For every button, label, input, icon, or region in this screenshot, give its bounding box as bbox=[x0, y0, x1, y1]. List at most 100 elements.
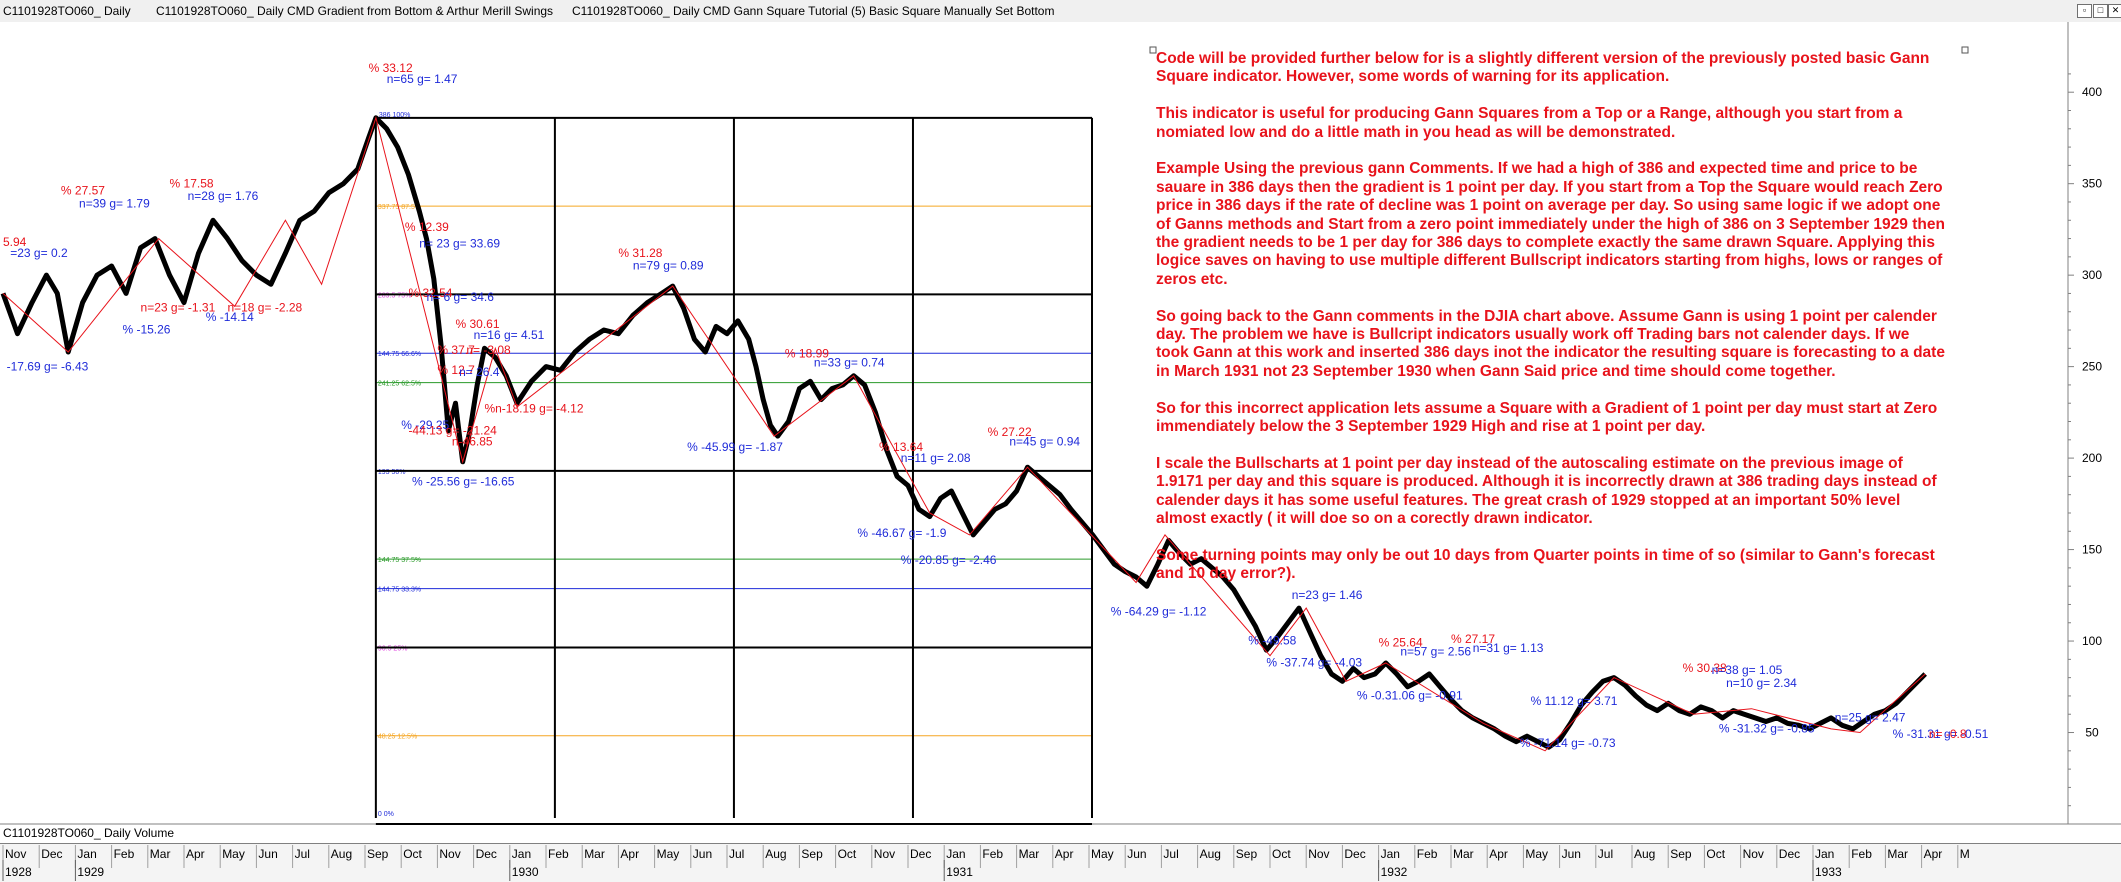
annotation-paragraph: This indicator is useful for producing G… bbox=[1156, 105, 1903, 141]
minimize-button[interactable]: ▫ bbox=[2077, 4, 2092, 18]
swing-label: % 27.22 bbox=[988, 425, 1032, 439]
y-tick-label: 250 bbox=[2082, 360, 2102, 374]
swing-label: % -49.58 bbox=[1248, 634, 1296, 648]
swing-label: 5.94 bbox=[3, 235, 27, 249]
swing-label: n= -0.8 bbox=[1929, 727, 1967, 741]
swing-label: % 33.12 bbox=[369, 61, 413, 75]
close-icon: ✕ bbox=[2111, 5, 2120, 15]
annotation-paragraph: I scale the Bullscharts at 1 point per d… bbox=[1156, 454, 1937, 528]
swing-label: n=31 g= 1.13 bbox=[1473, 641, 1544, 655]
swing-label: n=45 g= 0.94 bbox=[1009, 434, 1080, 448]
gann-top-label: 386 100% bbox=[379, 112, 411, 119]
swing-label: n=65 g= 1.47 bbox=[387, 72, 458, 86]
swing-label: n=10 g= 2.34 bbox=[1726, 676, 1797, 690]
swing-label: n=25 g= 2.47 bbox=[1835, 711, 1906, 725]
swing-label: n=16 g= 4.51 bbox=[474, 328, 545, 342]
swing-label: % 31.28 bbox=[618, 246, 662, 260]
close-button[interactable]: ✕ bbox=[2108, 4, 2121, 18]
y-tick-label: 100 bbox=[2082, 634, 2102, 648]
swing-label: % 13.64 bbox=[879, 440, 923, 454]
swing-label: n= 23 g= 33.69 bbox=[419, 237, 500, 251]
swing-label: n= 26.4 bbox=[459, 365, 500, 379]
gann-level-label: 144.75 33.3% bbox=[378, 587, 421, 594]
gann-level-label: 337.75 87.5% bbox=[378, 204, 421, 211]
maximize-button[interactable]: □ bbox=[2093, 4, 2108, 18]
swing-label: % -64.29 g= -1.12 bbox=[1111, 604, 1207, 618]
gann-bottom-label: 0 0% bbox=[378, 811, 394, 818]
y-tick-label: 350 bbox=[2082, 177, 2102, 191]
annotation-paragraph: Example Using the previous gann Comments… bbox=[1156, 160, 1945, 288]
swing-label: n=18 g= -2.28 bbox=[227, 301, 302, 315]
y-tick-label: 150 bbox=[2082, 543, 2102, 557]
swing-label: -44.13 g= -21.24 bbox=[408, 423, 497, 437]
gann-level-label: 193 50% bbox=[378, 469, 406, 476]
swing-label: % -20.85 g= -2.46 bbox=[901, 553, 997, 567]
chart-title: C1101928TO060_ Daily bbox=[3, 4, 131, 18]
swing-label: %n-18.19 g= -4.12 bbox=[484, 401, 583, 415]
swing-label: % 18.99 bbox=[785, 346, 829, 360]
gann-level-label: 289.5 75% bbox=[378, 292, 411, 299]
tutorial-annotation-text: Code will be provided further below for … bbox=[1156, 50, 1946, 602]
swing-label: % 30.38 bbox=[1683, 661, 1727, 675]
swing-label: n=23 g= 1.46 bbox=[1292, 588, 1363, 602]
swing-label: n=28 g= 1.76 bbox=[188, 189, 259, 203]
swing-label: % -29.25 bbox=[401, 418, 449, 432]
swing-label: % 32.54 bbox=[408, 286, 452, 300]
gann-level-label: 48.25 12.5% bbox=[378, 734, 417, 741]
annotation-corner-handle[interactable] bbox=[1149, 46, 1157, 54]
swing-label: n= 6 g= 34.6 bbox=[427, 290, 495, 304]
plot-background bbox=[0, 22, 2121, 824]
swing-label: =23 g= 0.2 bbox=[10, 246, 68, 260]
swing-label: n=38 g= 1.05 bbox=[1712, 663, 1783, 677]
gann-level-label: 144.75 66.6% bbox=[378, 351, 421, 358]
annotation-paragraph: Some turning points may only be out 10 d… bbox=[1156, 546, 1935, 583]
maximize-icon: □ bbox=[2097, 5, 2104, 15]
swing-label: % 25.64 bbox=[1379, 636, 1423, 650]
swing-label: % 12.7 bbox=[437, 363, 475, 377]
time-axis-bar bbox=[0, 843, 2121, 882]
swing-label: % -45.99 g= -1.87 bbox=[687, 440, 783, 454]
annotation-corner-handle[interactable] bbox=[1961, 46, 1969, 54]
swing-label: % -71.14 g= -0.73 bbox=[1520, 736, 1616, 750]
swing-label: % 27.57 bbox=[61, 184, 105, 198]
price-series-line bbox=[0, 115, 1927, 750]
minimize-icon: ▫ bbox=[2082, 5, 2087, 15]
window-titlebar: C1101928TO060_ Daily C1101928TO060_ Dail… bbox=[0, 0, 2121, 23]
swing-label: n=57 g= 2.56 bbox=[1400, 645, 1471, 659]
gann-level-label: 96.5 25% bbox=[378, 645, 408, 652]
swing-label: n=11 g= 2.08 bbox=[901, 451, 971, 465]
swing-label: % -37.74 g= -4.03 bbox=[1266, 656, 1362, 670]
swing-label: n=39 g= 1.79 bbox=[79, 196, 150, 210]
y-tick-label: 50 bbox=[2085, 726, 2099, 740]
swing-label: % 27.17 bbox=[1451, 632, 1495, 646]
swing-label: % 11.12 g= 3.71 bbox=[1531, 694, 1618, 708]
swing-label: % 12.39 bbox=[405, 220, 449, 234]
gann-level-label: 241.25 62.5% bbox=[378, 381, 421, 388]
annotation-paragraph: So for this incorrect application lets a… bbox=[1156, 399, 1938, 436]
swing-label: % -31.32 g= -0.85 bbox=[1719, 722, 1815, 736]
indicator-title-gradient: C1101928TO060_ Daily CMD Gradient from B… bbox=[156, 4, 554, 18]
swing-label: % -46.67 g= -1.9 bbox=[857, 526, 946, 540]
swing-line bbox=[2, 115, 1926, 752]
swing-label: % 17.58 bbox=[170, 176, 214, 190]
indicator-title-gann: C1101928TO060_ Daily CMD Gann Square Tut… bbox=[572, 4, 1055, 18]
swing-label: % -25.56 g= -16.65 bbox=[412, 475, 515, 489]
swing-label: n= -3.08 bbox=[466, 343, 511, 357]
volume-pane-title: C1101928TO060_ Daily Volume bbox=[3, 826, 174, 840]
swing-label: % -0.31.06 g= -0.91 bbox=[1357, 689, 1463, 703]
swing-label: n=79 g= 0.89 bbox=[633, 259, 704, 273]
swing-label: % 30.61 bbox=[456, 317, 500, 331]
y-tick-label: 200 bbox=[2082, 451, 2102, 465]
swing-label: % -14.14 bbox=[206, 310, 254, 324]
y-tick-label: 400 bbox=[2082, 85, 2102, 99]
swing-label: % -31.31 g= -0.51 bbox=[1893, 727, 1989, 741]
annotation-paragraph: Code will be provided further below for … bbox=[1156, 50, 1930, 86]
annotation-paragraph: So going back to the Gann comments in th… bbox=[1156, 307, 1945, 380]
swing-label: % 37.7 bbox=[437, 343, 475, 357]
gann-level-label: 144.75 37.5% bbox=[378, 557, 421, 564]
swing-label: -17.69 g= -6.43 bbox=[7, 359, 89, 373]
swing-label: n=23 g= -1.31 bbox=[141, 301, 216, 315]
y-tick-label: 300 bbox=[2082, 268, 2102, 282]
swing-label: n=33 g= 0.74 bbox=[814, 356, 885, 370]
